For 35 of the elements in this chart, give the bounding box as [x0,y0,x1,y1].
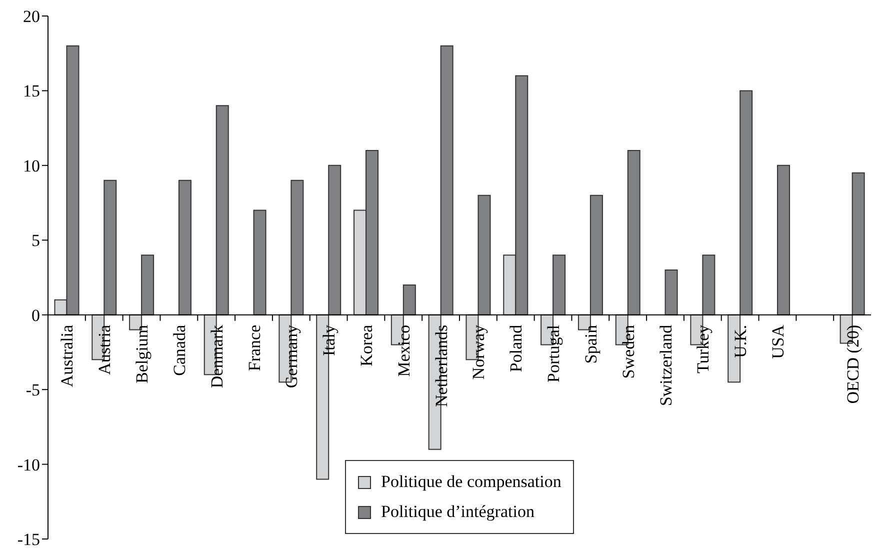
y-tick-label: 15 [23,82,40,101]
x-tick-label: Belgium [132,324,152,384]
x-tick-label: Canada [170,324,189,376]
x-tick-label: USA [768,324,788,359]
y-tick-label: 10 [23,156,40,176]
x-tick-label: Switzerland [656,324,676,406]
legend-label: Politique d’intégration [381,501,534,523]
x-tick-label: Portugal [544,324,564,382]
x-tick-label: Norway [469,324,488,380]
x-tick-label: Spain [581,324,600,364]
y-tick-label: 5 [32,231,40,250]
x-tick-label: Germany [282,324,302,388]
x-tick-label: France [244,324,264,372]
y-tick-label: -15 [17,530,40,549]
y-tick-label: -10 [17,455,40,474]
x-tick-label: OECD (20) [843,324,862,404]
x-tick-label: Sweden [618,324,638,379]
x-tick-label: Austria [95,324,114,375]
legend-label: Politique de compensation [381,471,562,493]
x-tick-label: Italy [320,324,339,356]
y-tick-label: -5 [26,380,40,400]
x-tick-label: U.K. [731,324,750,358]
x-tick-label: Poland [506,324,526,372]
x-tick-label: Australia [58,324,77,388]
y-tick-label: 0 [32,306,40,325]
x-tick-label: Denmark [207,324,226,388]
bar [777,164,790,316]
bar [178,180,192,316]
y-tick-label: 20 [23,7,40,26]
x-tick-label: Korea [356,324,376,366]
x-tick-label: Mexico [394,324,414,377]
bar [664,270,678,316]
x-tick-label: Netherlands [432,324,451,407]
x-tick-label: Turkey [694,324,713,374]
bar [253,210,266,316]
